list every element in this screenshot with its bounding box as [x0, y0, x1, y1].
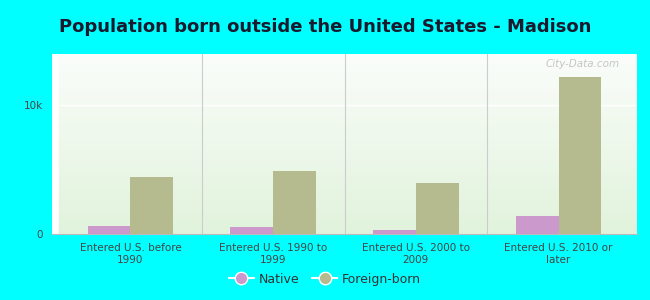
- Bar: [59, 103, 650, 106]
- Bar: [59, 171, 650, 173]
- Bar: [59, 79, 650, 81]
- Bar: [59, 176, 650, 178]
- Bar: [59, 225, 650, 227]
- Bar: [59, 198, 650, 200]
- Bar: [59, 76, 650, 79]
- Bar: [59, 232, 650, 234]
- Bar: [59, 58, 650, 61]
- Bar: [59, 126, 650, 128]
- Bar: [59, 88, 650, 90]
- Bar: [59, 209, 650, 211]
- Bar: [416, 183, 459, 234]
- Bar: [59, 94, 650, 97]
- Bar: [59, 230, 650, 232]
- Bar: [59, 178, 650, 180]
- Bar: [59, 200, 650, 202]
- Bar: [59, 155, 650, 158]
- Bar: [59, 112, 650, 115]
- Bar: [59, 133, 650, 135]
- Bar: [59, 74, 650, 76]
- Bar: [59, 124, 650, 126]
- Text: Population born outside the United States - Madison: Population born outside the United State…: [58, 18, 592, 36]
- Bar: [59, 142, 650, 144]
- Bar: [59, 220, 650, 223]
- Bar: [59, 194, 650, 196]
- Bar: [59, 189, 650, 191]
- Bar: [59, 207, 650, 209]
- Bar: [59, 85, 650, 88]
- Text: City-Data.com: City-Data.com: [545, 59, 619, 69]
- Bar: [59, 68, 650, 70]
- Bar: [59, 202, 650, 205]
- Bar: [59, 97, 650, 99]
- Bar: [59, 144, 650, 146]
- Bar: [558, 77, 601, 234]
- Bar: [59, 164, 650, 166]
- Bar: [59, 216, 650, 218]
- Bar: [59, 148, 650, 151]
- Bar: [373, 230, 416, 234]
- Bar: [59, 101, 650, 104]
- Bar: [59, 214, 650, 216]
- Bar: [59, 108, 650, 110]
- Bar: [59, 182, 650, 184]
- Bar: [59, 70, 650, 72]
- Bar: [59, 187, 650, 189]
- Bar: [59, 72, 650, 74]
- Bar: [88, 226, 131, 234]
- Bar: [131, 177, 174, 234]
- Bar: [59, 205, 650, 207]
- Bar: [59, 223, 650, 225]
- Bar: [59, 146, 650, 148]
- Bar: [59, 160, 650, 162]
- Bar: [59, 191, 650, 194]
- Bar: [59, 110, 650, 112]
- Bar: [59, 119, 650, 122]
- Bar: [59, 169, 650, 171]
- Bar: [59, 180, 650, 182]
- Bar: [59, 130, 650, 133]
- Legend: Native, Foreign-born: Native, Foreign-born: [224, 268, 426, 291]
- Bar: [59, 83, 650, 86]
- Bar: [59, 173, 650, 176]
- Bar: [59, 196, 650, 198]
- Bar: [59, 117, 650, 119]
- Bar: [59, 128, 650, 130]
- Bar: [59, 135, 650, 137]
- Bar: [59, 212, 650, 214]
- Bar: [59, 65, 650, 68]
- Bar: [59, 99, 650, 101]
- Bar: [230, 227, 273, 234]
- Bar: [59, 122, 650, 124]
- Bar: [59, 153, 650, 155]
- Bar: [59, 92, 650, 95]
- Bar: [59, 218, 650, 220]
- Bar: [59, 61, 650, 63]
- Bar: [59, 90, 650, 92]
- Bar: [59, 137, 650, 140]
- Bar: [59, 162, 650, 164]
- Bar: [59, 140, 650, 142]
- Bar: [59, 184, 650, 187]
- Bar: [59, 115, 650, 117]
- Bar: [59, 81, 650, 83]
- Bar: [59, 106, 650, 108]
- Bar: [59, 227, 650, 230]
- Bar: [59, 158, 650, 160]
- Bar: [59, 167, 650, 169]
- Bar: [273, 171, 316, 234]
- Bar: [59, 54, 650, 56]
- Bar: [515, 216, 558, 234]
- Bar: [59, 151, 650, 153]
- Bar: [59, 56, 650, 58]
- Bar: [59, 63, 650, 65]
